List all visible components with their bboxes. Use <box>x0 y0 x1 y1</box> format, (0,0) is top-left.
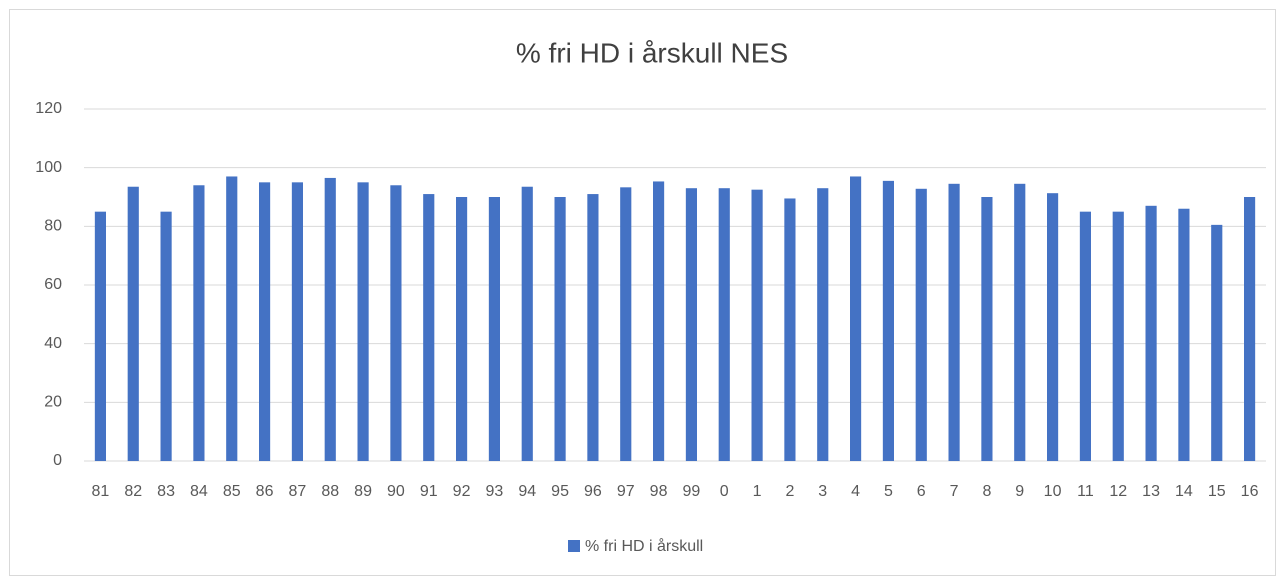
x-tick-label: 3 <box>818 483 827 500</box>
x-tick-label: 85 <box>223 483 241 500</box>
x-tick-label: 96 <box>584 483 602 500</box>
bar <box>160 211 172 461</box>
bar <box>718 188 730 461</box>
bar <box>488 197 500 461</box>
bar <box>1014 183 1026 462</box>
x-tick-label: 90 <box>387 483 405 500</box>
bar <box>620 187 632 461</box>
y-tick-label: 120 <box>35 100 62 117</box>
bar <box>850 176 862 461</box>
bar <box>1178 208 1190 461</box>
x-tick-label: 4 <box>851 483 860 500</box>
bar <box>882 180 894 461</box>
bar <box>324 177 336 461</box>
bar <box>1145 205 1157 461</box>
x-tick-label: 16 <box>1241 483 1259 500</box>
x-tick-label: 92 <box>453 483 471 500</box>
y-tick-label: 60 <box>44 276 62 293</box>
x-tick-label: 81 <box>92 483 110 500</box>
bar <box>193 185 205 461</box>
bar <box>423 194 435 462</box>
x-tick-label: 9 <box>1015 483 1024 500</box>
x-tick-label: 1 <box>753 483 762 500</box>
chart-title: % fri HD i årskull NES <box>516 37 788 68</box>
x-tick-label: 8 <box>982 483 991 500</box>
x-tick-label: 99 <box>683 483 701 500</box>
bar <box>291 182 303 462</box>
bar <box>521 186 533 461</box>
x-tick-label: 91 <box>420 483 438 500</box>
x-tick-label: 94 <box>518 483 536 500</box>
legend-swatch <box>568 540 580 552</box>
x-tick-label: 13 <box>1142 483 1160 500</box>
bar <box>226 176 238 461</box>
bar <box>554 197 566 461</box>
x-tick-label: 10 <box>1044 483 1062 500</box>
x-tick-label: 6 <box>917 483 926 500</box>
bar <box>751 189 763 461</box>
bar <box>948 183 960 462</box>
bar <box>1047 193 1059 462</box>
bar <box>259 182 271 462</box>
bar <box>94 211 106 461</box>
bar <box>817 188 829 461</box>
x-tick-label: 0 <box>720 483 729 500</box>
bar <box>127 186 139 461</box>
x-tick-label: 12 <box>1109 483 1127 500</box>
x-tick-label: 89 <box>354 483 372 500</box>
bar <box>685 188 697 461</box>
y-tick-label: 40 <box>44 335 62 352</box>
bar <box>981 197 993 461</box>
x-tick-label: 14 <box>1175 483 1193 500</box>
x-tick-label: 88 <box>321 483 339 500</box>
bar <box>1112 211 1124 461</box>
x-tick-label: 82 <box>124 483 142 500</box>
bar <box>915 188 927 461</box>
x-tick-label: 95 <box>551 483 569 500</box>
y-tick-label: 100 <box>35 159 62 176</box>
x-tick-label: 15 <box>1208 483 1226 500</box>
bar <box>587 194 599 462</box>
x-tick-label: 93 <box>486 483 504 500</box>
x-tick-label: 83 <box>157 483 175 500</box>
x-tick-label: 87 <box>289 483 307 500</box>
bar <box>390 185 402 461</box>
x-tick-label: 5 <box>884 483 893 500</box>
x-tick-label: 11 <box>1077 483 1094 500</box>
bar <box>1079 211 1091 461</box>
x-tick-label: 7 <box>950 483 959 500</box>
y-tick-label: 20 <box>44 394 62 411</box>
x-tick-label: 86 <box>256 483 274 500</box>
bar <box>357 182 369 462</box>
bar <box>653 181 665 461</box>
legend-label: % fri HD i årskull <box>585 537 703 555</box>
x-tick-label: 2 <box>785 483 794 500</box>
chart-border <box>9 9 1276 576</box>
x-tick-label: 98 <box>650 483 668 500</box>
bar <box>456 197 468 461</box>
y-tick-label: 80 <box>44 218 62 235</box>
x-tick-label: 84 <box>190 483 208 500</box>
bar <box>1211 224 1223 461</box>
bar <box>1244 197 1256 461</box>
bar <box>784 198 796 461</box>
x-tick-label: 97 <box>617 483 635 500</box>
y-tick-label: 0 <box>53 452 62 469</box>
